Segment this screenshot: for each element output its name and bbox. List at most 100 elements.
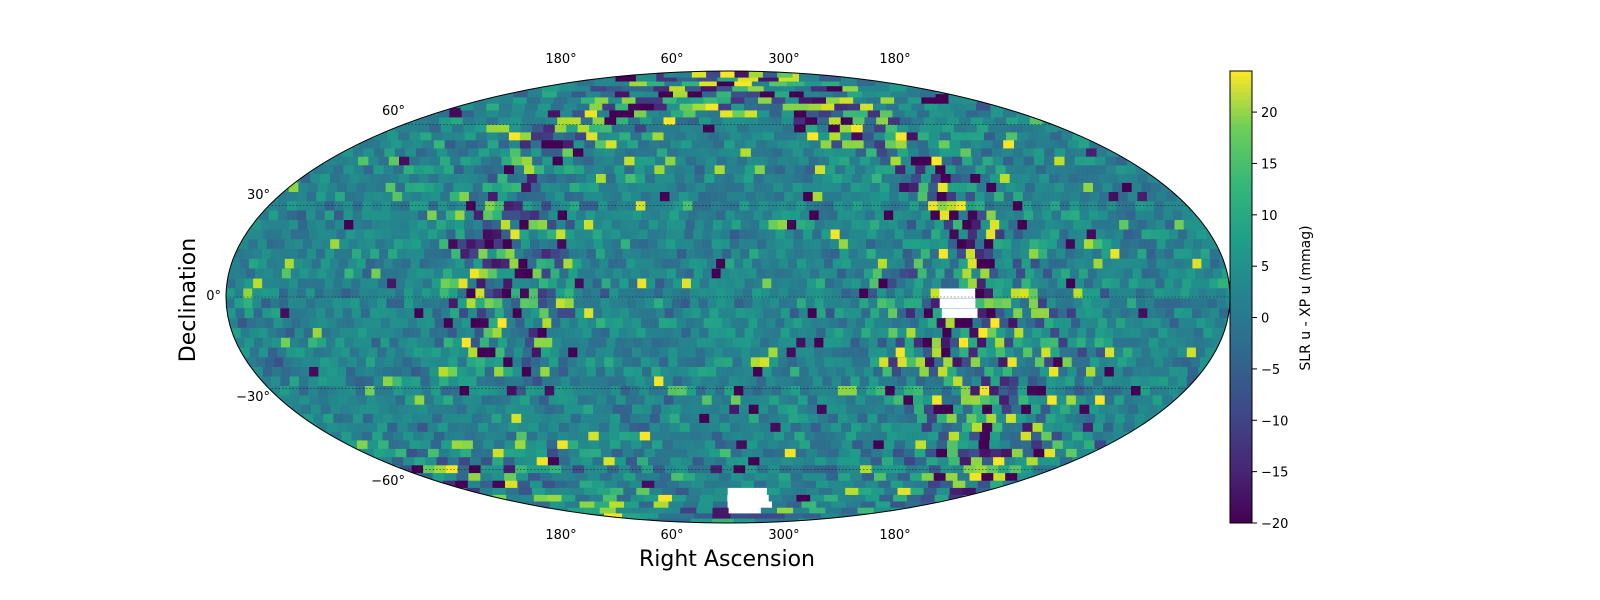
sky-pixel [718, 308, 729, 318]
sky-pixel [308, 182, 319, 192]
sky-pixel [865, 395, 876, 405]
sky-pixel [673, 308, 684, 318]
sky-pixel [795, 447, 808, 458]
sky-pixel [939, 147, 952, 157]
sky-pixel [762, 328, 773, 338]
sky-pixel [427, 422, 439, 432]
sky-pixel [262, 337, 274, 348]
sky-pixel [1123, 422, 1135, 432]
sky-pixel [1105, 155, 1117, 166]
sky-pixel [292, 357, 303, 367]
sky-pixel [805, 337, 816, 348]
sky-pixel [583, 278, 594, 289]
sky-pixel [662, 485, 677, 495]
sky-pixel [504, 439, 517, 449]
sky-pixel [341, 298, 352, 308]
sky-pixel [875, 404, 887, 414]
sky-pixel [1065, 376, 1076, 386]
sky-pixel [1093, 278, 1104, 289]
sky-pixel [492, 210, 503, 220]
sky-pixel [259, 210, 270, 220]
sky-pixel [486, 122, 499, 133]
sky-pixel [1055, 298, 1066, 308]
sky-pixel [640, 509, 660, 519]
sky-pixel [832, 87, 849, 98]
sky-pixel [868, 258, 880, 269]
sky-pixel [1121, 385, 1133, 396]
sky-pixel [478, 249, 489, 259]
sky-pixel [960, 328, 971, 338]
sky-pixel [851, 357, 863, 367]
sky-pixel [874, 395, 886, 405]
sky-pixel [781, 210, 792, 220]
sky-pixel [475, 430, 487, 441]
sky-pixel [754, 491, 770, 502]
sky-pixel [448, 173, 460, 183]
sky-pixel [1093, 376, 1104, 386]
sky-pixel [280, 308, 291, 318]
sky-pixel [347, 258, 358, 269]
sky-pixel [899, 268, 910, 279]
sky-pixel [354, 318, 365, 328]
sky-pixel [1146, 278, 1157, 289]
sky-pixel [262, 308, 273, 318]
sky-pixel [1038, 249, 1049, 259]
sky-pixel [664, 503, 682, 514]
sky-pixel [559, 81, 576, 92]
sky-pixel [705, 182, 717, 192]
sky-pixel [933, 471, 947, 481]
sky-pixel [601, 385, 613, 396]
sky-pixel [588, 337, 599, 348]
sky-pixel [691, 376, 702, 386]
sky-pixel [446, 258, 457, 269]
sky-pixel [665, 447, 678, 458]
sky-pixel [922, 337, 933, 348]
sky-pixel [765, 191, 776, 202]
sky-pixel [812, 249, 823, 259]
sky-pixel [652, 439, 664, 449]
sky-pixel [344, 191, 356, 202]
sky-pixel [468, 471, 482, 481]
sky-pixel [284, 258, 295, 269]
sky-pixel [841, 503, 859, 514]
sky-pixel [825, 430, 837, 441]
sky-pixel [872, 268, 884, 279]
sky-pixel [605, 318, 616, 328]
sky-pixel [972, 422, 984, 432]
sky-pixel [330, 404, 342, 414]
sky-pixel [628, 278, 639, 289]
sky-pixel [536, 447, 548, 458]
sky-pixel [328, 395, 340, 405]
sky-pixel [637, 81, 655, 92]
sky-pixel [1039, 258, 1050, 269]
sky-pixel [369, 308, 380, 318]
sky-pixel [653, 258, 664, 269]
sky-pixel [885, 122, 899, 133]
sky-pixel [281, 268, 293, 279]
sky-pixel [1114, 229, 1125, 240]
sky-pixel [392, 455, 405, 466]
sky-pixel [527, 173, 539, 183]
sky-pixel [766, 138, 779, 149]
sky-pixel [371, 210, 382, 220]
sky-pixel [1095, 366, 1106, 377]
sky-pixel [1004, 347, 1016, 358]
sky-pixel [412, 385, 424, 396]
sky-pixel [750, 147, 763, 157]
sky-pixel [1067, 366, 1078, 377]
sky-pixel [712, 498, 729, 508]
sky-pixel [1059, 328, 1070, 338]
sky-pixel [573, 385, 584, 396]
sky-pixel [443, 395, 455, 405]
sky-pixel [239, 239, 250, 249]
sky-pixel [1022, 337, 1033, 348]
sky-pixel [609, 422, 621, 432]
sky-pixel [306, 278, 317, 289]
sky-pixel [420, 439, 432, 449]
sky-pixel [530, 357, 542, 367]
sky-pixel [742, 471, 756, 481]
sky-pixel [1122, 182, 1133, 192]
sky-pixel [569, 318, 580, 328]
sky-pixel [618, 463, 632, 474]
sky-pixel [707, 107, 722, 118]
